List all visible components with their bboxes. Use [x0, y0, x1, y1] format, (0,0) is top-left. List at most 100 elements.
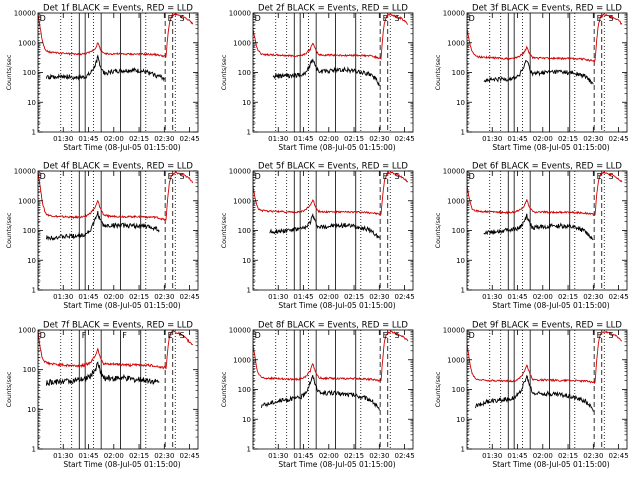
panel-8-ytick-label-1: 10 — [242, 416, 251, 424]
panel-5-ytick-label-1: 10 — [242, 257, 251, 265]
panel-9-xtick-label-5: 02:45 — [608, 452, 628, 460]
panel-7-xtick-label-1: 01:45 — [78, 452, 98, 460]
panel-5-ytick-label-3: 1000 — [233, 197, 251, 205]
panel-4-ytick-label-3: 1000 — [18, 197, 36, 205]
panel-5-ytick-label-0: 1 — [247, 287, 251, 295]
panel-4-marker-1: E — [168, 172, 173, 181]
panel-2-xtick-label-4: 02:30 — [369, 135, 389, 143]
panel-6-ytick-label-1: 10 — [456, 257, 465, 265]
panel-7-xtick-label-3: 02:15 — [129, 452, 149, 460]
panel-1: D E S 1 10 100 1000 10000 01:30 01:45 02:00 02:15 02… — [5, 4, 200, 153]
panel-9-ytick-label-2: 100 — [452, 386, 465, 394]
panel-4-xtick-label-4: 02:30 — [154, 293, 174, 301]
panel-7-marker-2: F — [122, 331, 127, 340]
panel-7-marker-3: E — [168, 331, 173, 340]
panel-9-ytick-label-3: 1000 — [447, 356, 465, 364]
panel-8-xtick-label-4: 02:30 — [369, 452, 389, 460]
panel-8-ytick-label-0: 1 — [247, 446, 251, 454]
panel-5-title: Det 5f BLACK = Events, RED = LLD — [258, 162, 408, 172]
panel-3-xtick-label-0: 01:30 — [482, 135, 502, 143]
panel-3-xtick-label-2: 02:00 — [533, 135, 553, 143]
panel-4-series-events — [45, 211, 160, 241]
panel-2-marker-0: D — [255, 14, 261, 23]
panel-8-ytick-label-3: 1000 — [233, 356, 251, 364]
panel-6-xlabel: Start Time (08-Jul-05 01:15:00) — [492, 301, 609, 310]
panel-8-marker-1: E — [383, 331, 388, 340]
panel-6-xtick-label-3: 02:15 — [558, 293, 578, 301]
panel-8-series-events — [260, 375, 380, 411]
panel-9-ytick-label-0: 1 — [461, 446, 465, 454]
panel-7-marker-4: S — [179, 331, 184, 340]
panel-5-xtick-label-1: 01:45 — [293, 293, 313, 301]
panel-1-xtick-label-0: 01:30 — [53, 135, 73, 143]
panel-5-marker-0: D — [255, 172, 261, 181]
panel-2-ytick-label-2: 100 — [238, 69, 251, 77]
panel-2-marker-1: E — [383, 14, 388, 23]
panel-5-xtick-label-3: 02:15 — [344, 293, 364, 301]
panel-6: D E S 1 10 100 1000 10000 01:30 01:45 02:00 02:15 02… — [434, 162, 629, 311]
panel-5-xtick-label-5: 02:45 — [394, 293, 414, 301]
panel-2-xtick-label-2: 02:00 — [319, 135, 339, 143]
panel-2: D E S 1 10 100 1000 10000 01:30 01:45 02:00 02:15 02… — [220, 4, 415, 153]
panel-8-ytick-label-4: 10000 — [229, 327, 251, 335]
panel-3-ytick-label-3: 1000 — [447, 39, 465, 47]
panel-2-ytick-label-4: 10000 — [229, 10, 251, 18]
panel-5-xtick-label-4: 02:30 — [369, 293, 389, 301]
panel-9-xtick-label-1: 01:45 — [507, 452, 527, 460]
panel-7-series-lld — [38, 330, 194, 370]
panel-9-ytick-label-4: 10000 — [443, 327, 465, 335]
panel-7-series-events — [45, 361, 160, 386]
panel-6-series-lld — [467, 171, 623, 216]
panel-2-title: Det 2f BLACK = Events, RED = LLD — [258, 4, 408, 14]
panel-4-title: Det 4f BLACK = Events, RED = LLD — [43, 162, 193, 172]
panel-3-series-events — [483, 59, 594, 85]
panel-9-xlabel: Start Time (08-Jul-05 01:15:00) — [492, 460, 609, 469]
panel-3-ytick-label-4: 10000 — [443, 10, 465, 18]
panel-1-ytick-label-0: 1 — [32, 129, 36, 137]
panel-4-ytick-label-2: 100 — [23, 227, 36, 235]
panel-1-series-events — [45, 54, 165, 82]
panel-4-xtick-label-5: 02:45 — [179, 293, 199, 301]
panel-9-marker-1: E — [597, 331, 602, 340]
panel-5-marker-2: S — [394, 172, 399, 181]
panel-2-marker-2: S — [394, 14, 399, 23]
panel-1-marker-1: E — [168, 14, 173, 23]
panel-7-marker-0: D — [40, 331, 46, 340]
panel-7-xtick-label-2: 02:00 — [104, 452, 124, 460]
panel-4-xtick-label-3: 02:15 — [129, 293, 149, 301]
panel-6-xtick-label-1: 01:45 — [507, 293, 527, 301]
panel-7-xtick-label-5: 02:45 — [179, 452, 199, 460]
panel-8-marker-0: D — [255, 331, 261, 340]
panel-7-xtick-label-4: 02:30 — [154, 452, 174, 460]
panel-4-xtick-label-2: 02:00 — [104, 293, 124, 301]
panel-1-ytick-label-3: 1000 — [18, 39, 36, 47]
panel-3-series-lld — [467, 13, 623, 64]
panel-9-series-events — [474, 374, 594, 412]
panel-4-xtick-label-1: 01:45 — [78, 293, 98, 301]
panel-7-ytick-label-1: 10 — [27, 406, 36, 414]
panel-2-ylabel: Counts/sec — [220, 54, 228, 90]
panel-7-ytick-label-0: 1 — [32, 446, 36, 454]
panel-6-marker-0: D — [469, 172, 475, 181]
panel-3-ytick-label-2: 100 — [452, 69, 465, 77]
panel-8-xtick-label-1: 01:45 — [293, 452, 313, 460]
panel-7-ytick-label-2: 100 — [23, 366, 36, 374]
panel-6-marker-2: S — [608, 172, 613, 181]
panel-3-ytick-label-0: 1 — [461, 129, 465, 137]
panel-2-xtick-label-3: 02:15 — [344, 135, 364, 143]
panel-1-ytick-label-2: 100 — [23, 69, 36, 77]
panel-4: D E S 1 10 100 1000 10000 01:30 01:45 02:00 02:15 02… — [5, 162, 200, 311]
panel-9-marker-2: S — [608, 331, 613, 340]
panel-6-ytick-label-3: 1000 — [447, 197, 465, 205]
panel-2-xtick-label-1: 01:45 — [293, 135, 313, 143]
panel-6-xtick-label-0: 01:30 — [482, 293, 502, 301]
panel-5: D E S 1 10 100 1000 10000 01:30 01:45 02:00 02:15 02… — [220, 162, 415, 311]
panel-5-series-events — [269, 212, 380, 239]
panel-1-ylabel: Counts/sec — [5, 54, 13, 90]
panel-9: D E S 1 10 100 1000 10000 01:30 01:45 02:00 02:15 02… — [434, 321, 629, 470]
panel-3-xtick-label-5: 02:45 — [608, 135, 628, 143]
panel-9-xtick-label-0: 01:30 — [482, 452, 502, 460]
panel-5-ytick-label-4: 10000 — [229, 168, 251, 176]
panel-3-marker-0: D — [469, 14, 475, 23]
panel-2-series-lld — [253, 13, 408, 60]
